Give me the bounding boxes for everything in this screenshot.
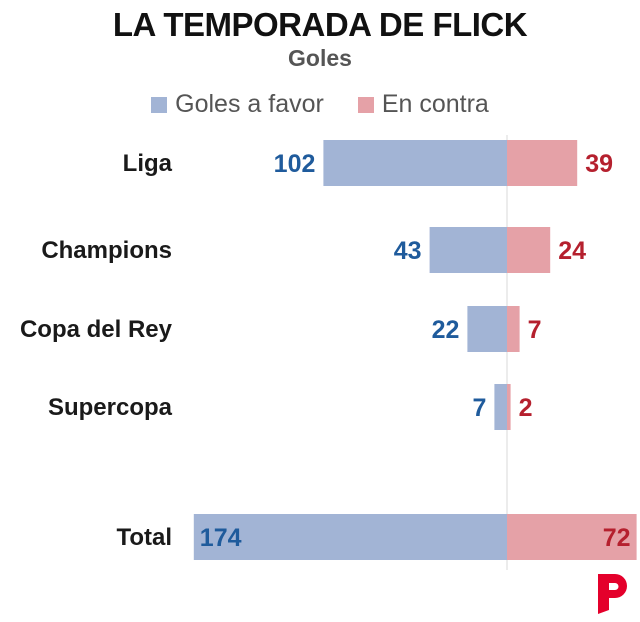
bar-contra-champions	[507, 227, 551, 273]
value-label-contra-champions: 24	[558, 237, 586, 265]
legend-label-contra: En contra	[381, 90, 489, 118]
chart-subtitle: Goles	[288, 45, 352, 71]
value-label-contra-liga: 39	[585, 150, 613, 178]
legend-item-contra: En contra	[357, 90, 489, 119]
bar-favor-copa-del-rey	[467, 306, 507, 352]
legend-label-favor: Goles a favor	[175, 90, 324, 118]
legend: Goles a favor En contra	[0, 90, 640, 119]
value-label-favor-liga: 102	[274, 150, 316, 178]
bar-favor-total	[193, 514, 508, 560]
bar-contra-liga	[507, 140, 578, 186]
category-label-champions: Champions	[41, 237, 172, 264]
chart-title: LA TEMPORADA DE FLICK	[112, 6, 528, 43]
legend-swatch-favor	[151, 96, 168, 113]
value-label-favor-champions: 43	[394, 237, 422, 265]
bar-contra-copa-del-rey	[507, 306, 520, 352]
bar-favor-liga	[323, 140, 507, 186]
category-label-liga: Liga	[123, 150, 173, 177]
value-label-contra-copa-del-rey: 7	[528, 316, 542, 344]
value-label-contra-total: 72	[603, 524, 631, 552]
category-label-supercopa: Supercopa	[48, 394, 173, 421]
legend-item-favor: Goles a favor	[151, 90, 324, 119]
value-label-favor-copa-del-rey: 22	[432, 316, 460, 344]
bar-favor-champions	[429, 227, 507, 273]
bar-favor-supercopa	[494, 384, 507, 430]
value-label-favor-total: 174	[200, 524, 242, 552]
bar-contra-total	[507, 514, 637, 560]
category-label-copa-del-rey: Copa del Rey	[20, 316, 173, 343]
legend-swatch-contra	[357, 96, 374, 113]
value-label-favor-supercopa: 7	[472, 394, 486, 422]
category-label-total: Total	[116, 524, 172, 551]
bar-contra-supercopa	[507, 384, 511, 430]
value-label-contra-supercopa: 2	[519, 394, 533, 422]
publisher-logo-icon	[598, 574, 627, 614]
